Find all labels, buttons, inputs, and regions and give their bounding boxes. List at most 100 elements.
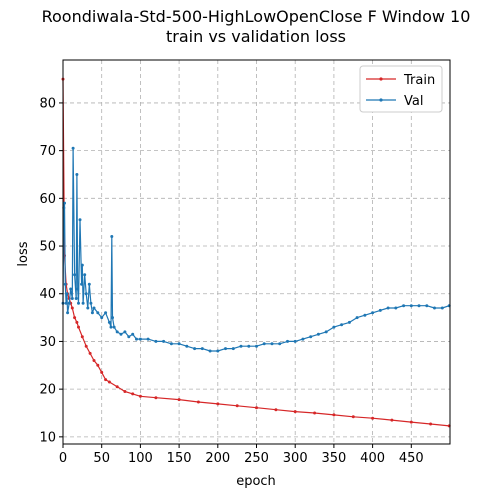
train-point — [154, 396, 158, 400]
val-point — [262, 342, 266, 346]
val-point — [65, 292, 69, 296]
y-tick-label: 30 — [39, 335, 56, 350]
y-tick-label: 40 — [39, 287, 56, 302]
val-point — [70, 297, 74, 300]
val-point — [127, 335, 131, 339]
val-point — [200, 347, 204, 351]
val-point — [347, 320, 351, 324]
x-axis-label: epoch — [236, 474, 276, 489]
train-point — [255, 406, 258, 410]
x-tick-label: 250 — [244, 451, 269, 466]
val-point — [84, 292, 88, 296]
val-point — [71, 146, 75, 150]
x-tick-label: 50 — [93, 451, 110, 466]
val-point — [112, 325, 116, 329]
x-tick-label: 200 — [205, 451, 230, 466]
train-series-line — [62, 79, 450, 427]
val-point — [135, 337, 138, 341]
val-point — [154, 339, 158, 343]
val-point — [66, 311, 70, 315]
x-tick-label: 0 — [59, 451, 67, 466]
val-point — [92, 306, 96, 310]
train-point — [96, 363, 100, 367]
x-tick-label: 300 — [283, 451, 308, 466]
chart-subtitle: train vs validation loss — [166, 27, 346, 46]
val-point — [255, 344, 258, 348]
y-tick-label: 60 — [39, 192, 56, 207]
val-point — [63, 282, 67, 286]
val-point — [90, 311, 94, 315]
val-point — [109, 325, 113, 329]
train-point — [80, 335, 84, 339]
x-tick-label: 400 — [360, 451, 385, 466]
val-point — [270, 342, 274, 346]
train-point — [235, 404, 239, 408]
val-point — [77, 301, 80, 305]
val-point — [111, 316, 114, 320]
val-point — [371, 311, 375, 315]
x-tick-label: 150 — [167, 451, 192, 466]
legend: Train Val — [359, 65, 443, 113]
val-point — [162, 339, 166, 343]
train-point — [88, 351, 92, 355]
val-point — [409, 304, 413, 308]
train-point — [138, 394, 142, 398]
train-point — [107, 380, 111, 384]
train-point — [104, 378, 108, 382]
val-point — [80, 263, 84, 267]
val-point — [177, 342, 181, 346]
legend-train-label: Train — [403, 73, 435, 88]
val-point — [83, 273, 87, 277]
val-point — [131, 332, 135, 336]
val-point — [247, 344, 251, 348]
val-point — [293, 339, 297, 343]
train-point — [371, 416, 375, 420]
train-point — [92, 359, 96, 362]
val-point — [107, 320, 111, 324]
val-point — [81, 301, 85, 305]
val-point — [115, 330, 119, 334]
train-point — [332, 413, 336, 417]
x-tick-label: 450 — [399, 451, 424, 466]
train-point — [390, 418, 394, 422]
val-point — [69, 287, 73, 291]
val-point — [119, 332, 123, 336]
train-point — [177, 398, 181, 402]
val-point — [169, 342, 173, 346]
val-point — [73, 273, 77, 277]
val-point — [216, 349, 220, 353]
val-point — [417, 304, 421, 308]
val-point — [100, 316, 104, 320]
train-point — [131, 392, 135, 396]
val-point — [64, 301, 68, 305]
y-tick-label: 70 — [39, 144, 56, 159]
legend-val-marker — [379, 98, 383, 102]
val-point — [355, 316, 359, 320]
val-point — [110, 235, 114, 238]
train-point — [73, 316, 77, 320]
val-point — [78, 218, 82, 222]
val-point — [316, 332, 320, 336]
train-point — [293, 410, 297, 414]
train-point — [351, 415, 355, 419]
series-layer — [61, 77, 451, 428]
val-point — [231, 347, 235, 351]
val-point — [324, 330, 328, 334]
val-point — [440, 306, 444, 310]
chart-title: Roondiwala-Std-500-HighLowOpenClose F Wi… — [42, 7, 471, 26]
train-point — [70, 306, 74, 310]
val-point — [363, 313, 367, 317]
val-point — [96, 311, 100, 315]
y-tick-label: 20 — [39, 383, 56, 398]
train-point — [84, 344, 88, 348]
y-tick-label: 80 — [39, 96, 56, 111]
val-point — [74, 297, 78, 300]
x-tick-label: 100 — [128, 451, 153, 466]
val-series-line — [62, 147, 450, 352]
val-point — [332, 325, 336, 329]
train-point — [196, 400, 200, 404]
val-point — [386, 306, 390, 310]
ticks: 0 50 100 150 200 250 300 350 400 450 10 20 30 40 50 60 7… — [39, 96, 423, 466]
val-point — [76, 287, 80, 291]
val-point — [123, 330, 127, 334]
